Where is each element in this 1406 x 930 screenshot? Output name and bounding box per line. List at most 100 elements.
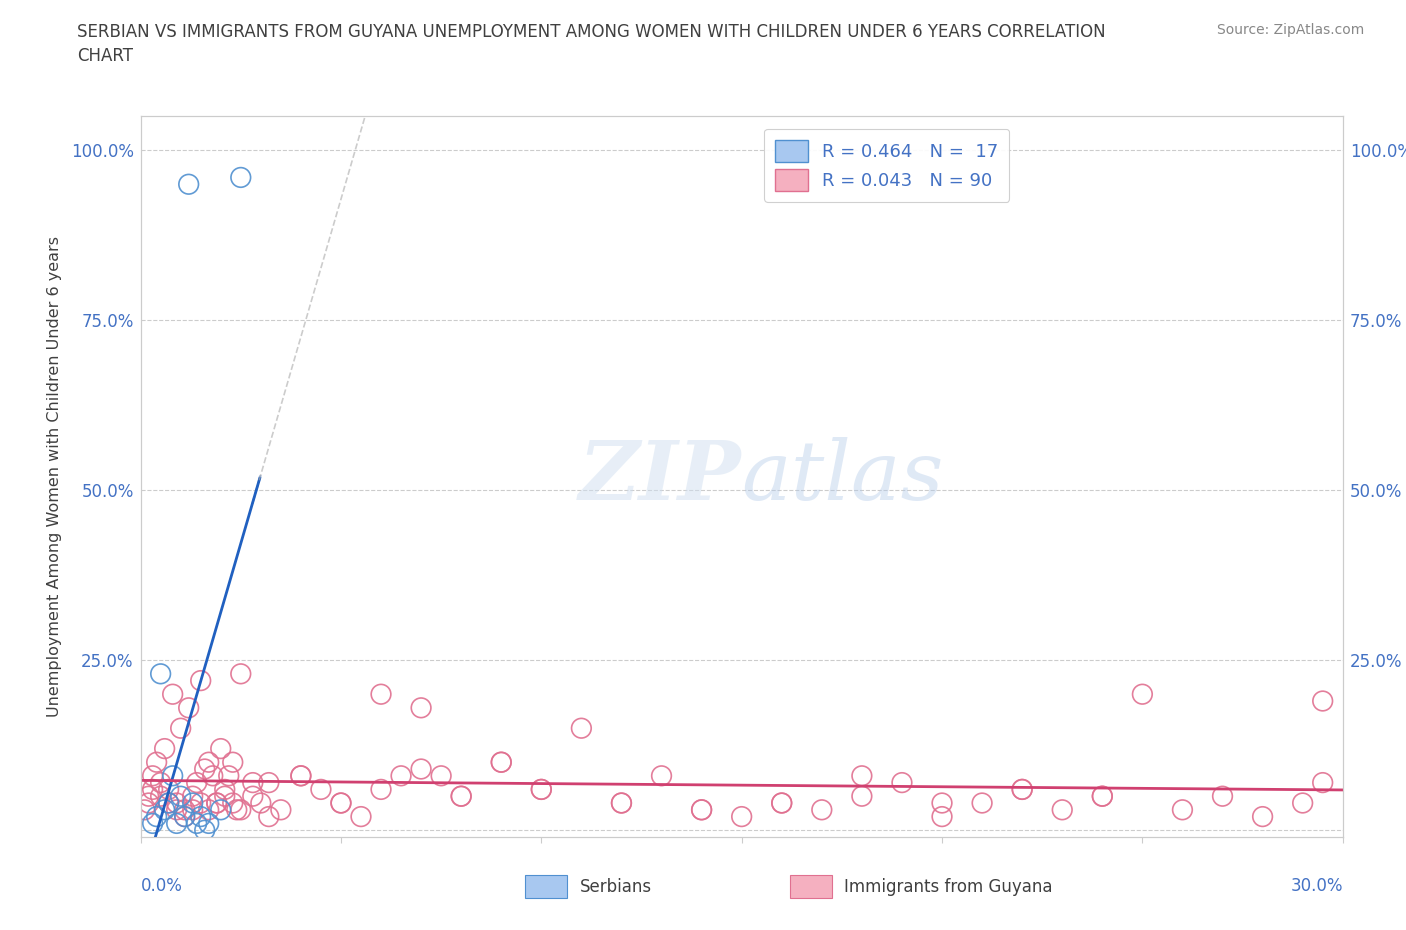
Point: [450, 789, 472, 804]
Point: [169, 789, 191, 804]
Point: [389, 768, 412, 783]
Point: [731, 809, 754, 824]
Point: [257, 809, 280, 824]
Point: [770, 795, 793, 810]
Point: [229, 667, 252, 682]
Point: [194, 762, 217, 777]
Text: Immigrants from Guyana: Immigrants from Guyana: [844, 878, 1052, 896]
Point: [411, 762, 433, 777]
Point: [229, 803, 252, 817]
Point: [197, 803, 219, 817]
Point: [153, 803, 176, 817]
Point: [290, 768, 312, 783]
Point: [186, 776, 208, 790]
Text: ZIP: ZIP: [579, 436, 742, 517]
Point: [222, 755, 245, 770]
Legend: R = 0.464   N =  17, R = 0.043   N = 90: R = 0.464 N = 17, R = 0.043 N = 90: [765, 129, 1010, 202]
Point: [157, 782, 180, 797]
Point: [242, 789, 264, 804]
Point: [201, 768, 224, 783]
Text: Serbians: Serbians: [579, 878, 651, 896]
Point: [972, 795, 994, 810]
Point: [138, 795, 160, 810]
Point: [1291, 795, 1313, 810]
Point: [149, 789, 172, 804]
Point: [157, 795, 180, 810]
Point: [350, 809, 373, 824]
Point: [491, 755, 513, 770]
Point: [891, 776, 914, 790]
Point: [209, 741, 232, 756]
Point: [309, 782, 332, 797]
Point: [330, 795, 353, 810]
Point: [205, 795, 228, 810]
Point: [214, 789, 236, 804]
Point: [134, 803, 156, 817]
Point: [610, 795, 633, 810]
Point: [811, 803, 834, 817]
Point: [162, 768, 184, 783]
Point: [1011, 782, 1033, 797]
Point: [162, 686, 184, 701]
Point: [142, 816, 165, 830]
Point: [142, 782, 165, 797]
Point: [530, 782, 553, 797]
Point: [270, 803, 292, 817]
Point: [166, 795, 188, 810]
Point: [571, 721, 593, 736]
Point: [411, 700, 433, 715]
Point: [209, 803, 232, 817]
Text: 0.0%: 0.0%: [141, 877, 183, 895]
Point: [370, 686, 392, 701]
Point: [225, 803, 247, 817]
Point: [177, 177, 200, 192]
Text: 30.0%: 30.0%: [1291, 877, 1343, 895]
Point: [610, 795, 633, 810]
Point: [222, 795, 245, 810]
Point: [205, 795, 228, 810]
Point: [197, 755, 219, 770]
Text: atlas: atlas: [742, 436, 943, 517]
Point: [181, 803, 204, 817]
Point: [770, 795, 793, 810]
Point: [1130, 686, 1153, 701]
Point: [186, 816, 208, 830]
Point: [1312, 776, 1334, 790]
Point: [450, 789, 472, 804]
Point: [138, 789, 160, 804]
Point: [690, 803, 713, 817]
Point: [1052, 803, 1074, 817]
Point: [194, 823, 217, 838]
Point: [229, 170, 252, 185]
Point: [197, 816, 219, 830]
Point: [190, 673, 212, 688]
Point: [166, 803, 188, 817]
Point: [153, 741, 176, 756]
Point: [1251, 809, 1274, 824]
Point: [142, 768, 165, 783]
Point: [257, 776, 280, 790]
Point: [173, 809, 195, 824]
Point: [149, 776, 172, 790]
Text: Source: ZipAtlas.com: Source: ZipAtlas.com: [1216, 23, 1364, 37]
Point: [1091, 789, 1114, 804]
Point: [173, 803, 195, 817]
Point: [218, 768, 240, 783]
Point: [1312, 694, 1334, 709]
Point: [1011, 782, 1033, 797]
Point: [181, 795, 204, 810]
Bar: [526, 875, 568, 898]
Point: [290, 768, 312, 783]
Bar: [790, 875, 832, 898]
Point: [931, 795, 953, 810]
Point: [430, 768, 453, 783]
Point: [530, 782, 553, 797]
Text: SERBIAN VS IMMIGRANTS FROM GUYANA UNEMPLOYMENT AMONG WOMEN WITH CHILDREN UNDER 6: SERBIAN VS IMMIGRANTS FROM GUYANA UNEMPL…: [77, 23, 1107, 65]
Point: [157, 795, 180, 810]
Point: [370, 782, 392, 797]
Point: [190, 809, 212, 824]
Point: [330, 795, 353, 810]
Point: [651, 768, 673, 783]
Point: [190, 795, 212, 810]
Point: [242, 776, 264, 790]
